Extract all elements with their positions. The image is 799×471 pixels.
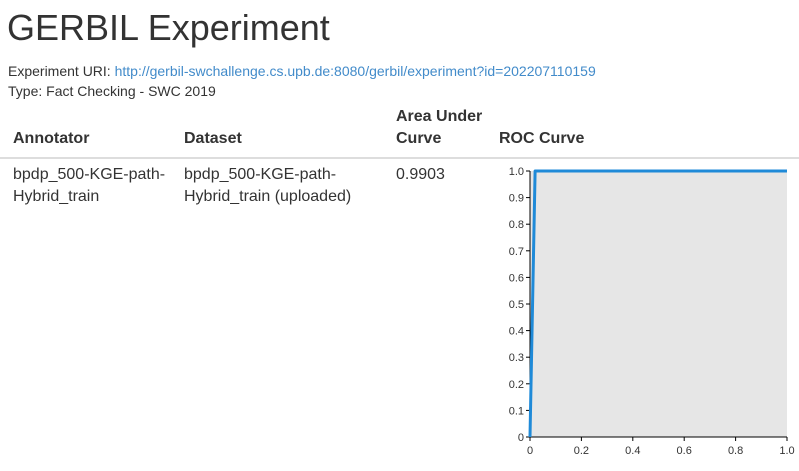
header-auc: Area Under Curve: [396, 106, 482, 150]
y-tick-label: 0.9: [509, 193, 524, 205]
header-auc-line1: Area Under: [396, 108, 483, 125]
header-auc-line2: Curve: [396, 130, 442, 147]
roc-chart: 0 0.1 0.2 0.3 0.4 0.5 0.6 0.7 0.8 0.9 1.0 0 0.2 0.4 0.…: [498, 160, 799, 471]
experiment-type-value: Fact Checking - SWC 2019: [46, 83, 216, 99]
experiment-uri-line: Experiment URI: http://gerbil-swchalleng…: [8, 62, 596, 80]
roc-curve-line: [528, 169, 787, 438]
experiment-type-line: Type: Fact Checking - SWC 2019: [8, 82, 216, 100]
experiment-type-label: Type:: [8, 83, 43, 99]
y-tick-label: 0.1: [509, 405, 524, 417]
roc-chart-svg: 0 0.1 0.2 0.3 0.4 0.5 0.6 0.7 0.8 0.9 1.0 0 0.2 0.4 0.…: [509, 166, 795, 457]
y-tick-label: 0.7: [509, 246, 524, 258]
x-tick-label: 0.2: [574, 445, 589, 457]
cell-auc: 0.9903: [396, 166, 445, 183]
y-tick-label: 1.0: [509, 166, 524, 178]
x-tick-label: 1.0: [779, 445, 794, 457]
cell-annotator-line2: Hybrid_train: [13, 188, 100, 205]
y-tick-label: 0.3: [509, 352, 524, 364]
y-tick-label: 0: [518, 432, 524, 444]
y-tick-label: 0.4: [509, 326, 524, 338]
header-roc-curve: ROC Curve: [499, 130, 585, 147]
y-tick-label: 0.2: [509, 379, 524, 391]
x-tick-label: 0.4: [625, 445, 640, 457]
x-tick-label: 0.8: [728, 445, 743, 457]
y-tick-label: 0.5: [509, 299, 524, 311]
cell-annotator-line1: bpdp_500-KGE-path-: [13, 166, 166, 183]
y-tick-label: 0.8: [509, 219, 524, 231]
cell-dataset-line1: bpdp_500-KGE-path-: [184, 166, 337, 183]
header-annotator: Annotator: [13, 130, 90, 147]
experiment-uri-label: Experiment URI:: [8, 63, 111, 79]
header-dataset: Dataset: [184, 130, 242, 147]
x-tick-label: 0: [527, 445, 533, 457]
cell-dataset-line2: Hybrid_train (uploaded): [184, 188, 352, 205]
y-tick-label: 0.6: [509, 272, 524, 284]
cell-dataset: bpdp_500-KGE-path- Hybrid_train (uploade…: [184, 164, 351, 208]
plot-area: [530, 171, 787, 437]
experiment-uri-link[interactable]: http://gerbil-swchallenge.cs.upb.de:8080…: [114, 63, 596, 79]
cell-annotator: bpdp_500-KGE-path- Hybrid_train: [13, 164, 165, 208]
page-title: GERBIL Experiment: [7, 7, 330, 48]
table-header-divider: [0, 157, 799, 159]
x-tick-label: 0.6: [677, 445, 692, 457]
